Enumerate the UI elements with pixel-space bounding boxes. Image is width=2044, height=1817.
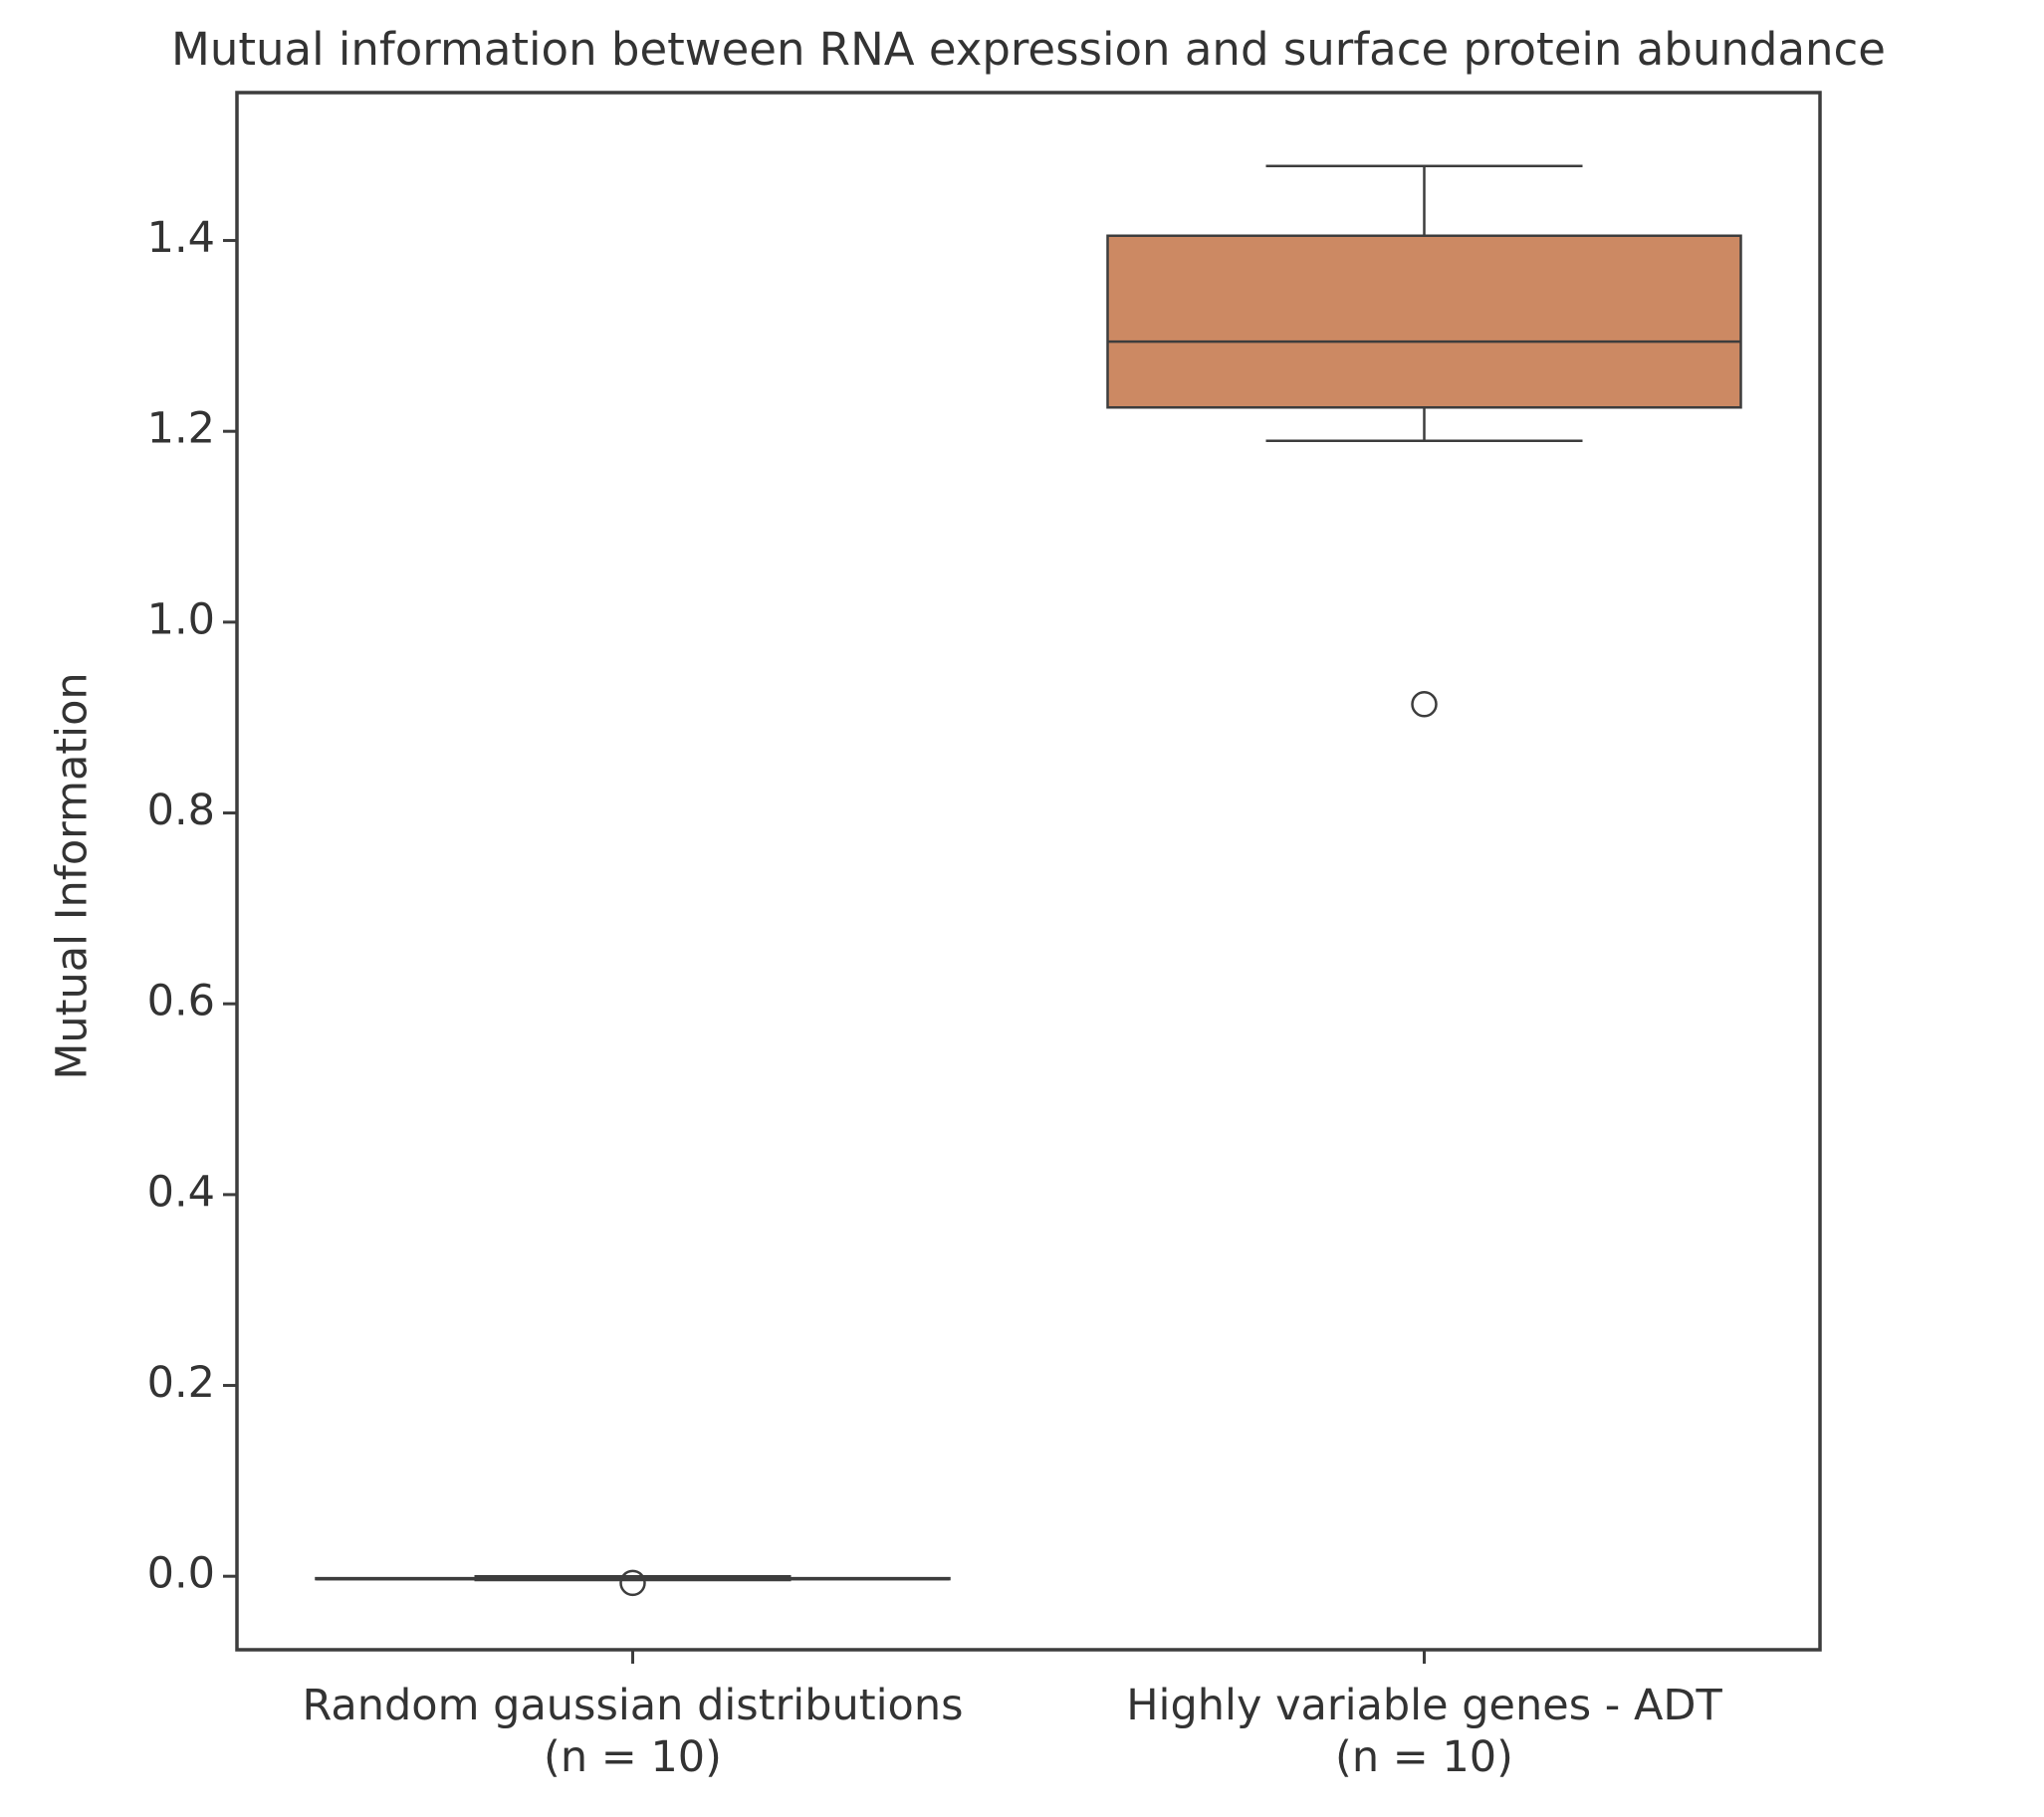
y-tick-label: 1.2 [147, 404, 215, 454]
y-tick-label: 1.4 [147, 213, 215, 263]
y-tick-label: 0.2 [147, 1358, 215, 1408]
x-tick-label: Random gaussian distributions (n = 10) [302, 1681, 964, 1782]
plot-frame [235, 91, 1822, 1652]
outlier [619, 1569, 646, 1597]
outlier [1411, 691, 1438, 718]
box [1106, 234, 1742, 409]
y-tick-label: 1.0 [147, 594, 215, 644]
y-tick-label: 0.0 [147, 1549, 215, 1599]
x-tick-label: Highly variable genes - ADT (n = 10) [1126, 1681, 1722, 1782]
y-tick-label: 0.4 [147, 1167, 215, 1217]
chart-title: Mutual information between RNA expressio… [171, 23, 1886, 76]
y-tick-label: 0.6 [147, 977, 215, 1026]
y-axis-label: Mutual Information [48, 672, 98, 1079]
y-tick-label: 0.8 [147, 786, 215, 835]
